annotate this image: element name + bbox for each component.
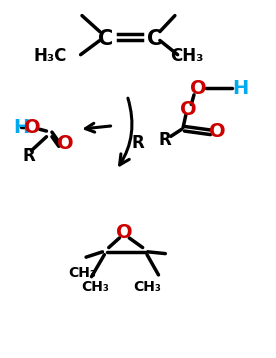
Text: H₃C: H₃C xyxy=(34,48,67,66)
Text: CH₃: CH₃ xyxy=(68,266,96,280)
Text: O: O xyxy=(116,223,133,242)
Text: R: R xyxy=(22,147,35,165)
Text: CH₃: CH₃ xyxy=(171,48,204,66)
Text: O: O xyxy=(57,134,74,153)
Text: H: H xyxy=(14,118,30,137)
Text: O: O xyxy=(190,79,206,98)
Text: C: C xyxy=(98,29,113,49)
Text: R: R xyxy=(132,135,144,153)
Text: CH₃: CH₃ xyxy=(82,280,110,294)
Text: CH₃: CH₃ xyxy=(134,280,161,294)
Text: O: O xyxy=(180,100,197,119)
Text: O: O xyxy=(25,118,41,137)
Text: C: C xyxy=(147,29,162,49)
Text: H: H xyxy=(232,79,249,98)
Text: R: R xyxy=(159,131,172,149)
Text: O: O xyxy=(209,122,225,141)
